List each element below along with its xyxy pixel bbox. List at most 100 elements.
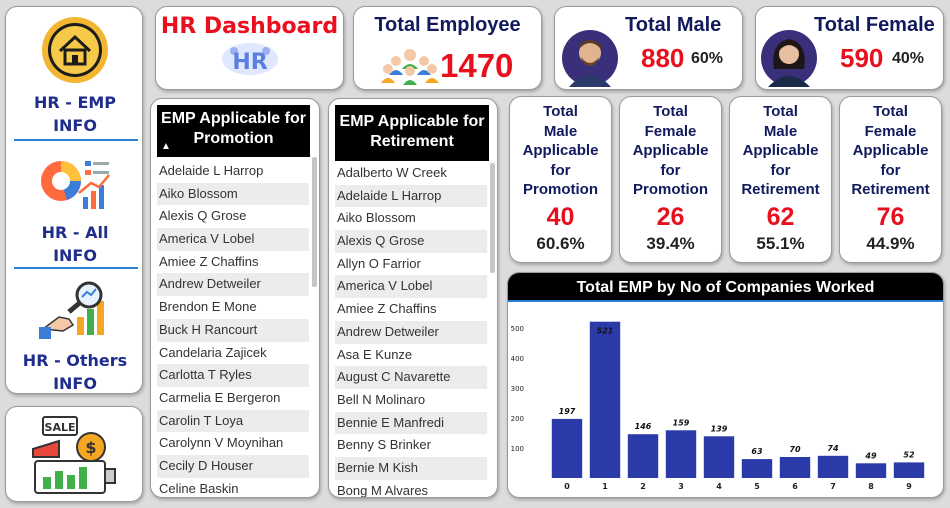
list-item[interactable]: Adelaide L Harrop xyxy=(159,163,264,178)
list-item[interactable]: Bell N Molinaro xyxy=(337,391,426,407)
y-tick-label: 400 xyxy=(511,355,524,363)
list-item[interactable]: Aiko Blossom xyxy=(337,210,416,226)
data-label: 146 xyxy=(635,422,652,431)
scrollbar[interactable] xyxy=(490,163,495,273)
list-item[interactable]: Amiee Z Chaffins xyxy=(337,301,437,317)
kpi-total-employee: Total Employee 1470 xyxy=(353,6,542,90)
list-item[interactable]: Celine Baskin xyxy=(159,480,239,496)
stat-label-line: Female xyxy=(864,122,917,140)
kpi-percentage: 40% xyxy=(892,50,925,67)
stat-label-line: Retirement xyxy=(851,181,930,198)
y-tick-label: 100 xyxy=(511,445,524,453)
sale-icon: SALE $ xyxy=(32,416,116,494)
stat-value: 76 xyxy=(876,203,905,231)
data-label: 52 xyxy=(903,450,915,459)
retirement-list-header[interactable]: EMP Applicable for Retirement xyxy=(335,105,489,161)
stat-label-line: for xyxy=(770,161,791,179)
list-item[interactable]: Carlotta T Ryles xyxy=(157,364,309,387)
scrollbar[interactable] xyxy=(312,157,317,287)
hr-logo-text: HR xyxy=(232,50,267,75)
nav-item-label: INFO xyxy=(53,116,97,135)
bar-chart: 100 200 300 400 500 197 0 521 1 146 2 159 3 139 4 63 5 70… xyxy=(511,321,925,491)
stat-label: Total Female Applicable for Retirement xyxy=(840,102,941,200)
bar[interactable] xyxy=(855,463,887,478)
y-tick-label: 300 xyxy=(511,385,524,393)
list-item[interactable]: Allyn O Farrior xyxy=(337,255,421,271)
stat-value: 62 xyxy=(766,203,795,231)
nav-panel: HR - EMP INFO HR - All INFO xyxy=(5,6,143,394)
nav-item-hr-all-info[interactable]: HR - All INFO xyxy=(6,153,142,267)
list-item[interactable]: Cecily D Houser xyxy=(157,454,309,478)
nav-item-hr-emp-info[interactable]: HR - EMP INFO xyxy=(6,15,142,137)
sort-ascending-icon[interactable]: ▲ xyxy=(161,141,171,152)
list-item[interactable]: America V Lobel xyxy=(335,275,487,299)
x-tick-label: 2 xyxy=(640,482,646,491)
nav-item-label: INFO xyxy=(53,246,97,265)
stat-label-line: for xyxy=(660,161,681,179)
list-item[interactable]: Candelaria Zajicek xyxy=(159,344,267,360)
list-item[interactable]: August C Navarette xyxy=(335,366,487,389)
bar[interactable] xyxy=(817,455,849,478)
list-item[interactable]: Carmelia E Bergeron xyxy=(159,389,281,405)
nav-item-hr-others-info[interactable]: HR - Others INFO xyxy=(6,279,142,393)
stat-percentage: 60.6% xyxy=(536,234,585,253)
list-item[interactable]: Carolin T Loya xyxy=(157,409,309,433)
stat-label-line: for xyxy=(880,161,901,179)
kpi-label: Total Female xyxy=(814,14,935,36)
x-tick-label: 6 xyxy=(792,482,798,491)
list-item[interactable]: Brendon E Mone xyxy=(159,299,257,315)
stat-card: Total Female Applicable for Promotion 26 39.4% xyxy=(619,96,722,263)
bar[interactable] xyxy=(893,462,925,478)
companies-worked-chart: Total EMP by No of Companies Worked 100 2… xyxy=(507,272,944,498)
stat-label: Total Female Applicable for Promotion xyxy=(620,102,721,200)
list-item[interactable]: Buck H Rancourt xyxy=(157,318,309,342)
stat-value: 40 xyxy=(546,203,575,231)
list-item[interactable]: Andrew Detweiler xyxy=(157,273,309,297)
list-item[interactable]: Bong M Alvares xyxy=(337,482,429,498)
stat-label-line: Promotion xyxy=(633,181,708,198)
list-item[interactable]: Benny S Brinker xyxy=(337,437,431,453)
stat-percentage: 55.1% xyxy=(756,234,805,253)
list-item[interactable]: Adelaide L Harrop xyxy=(335,184,487,208)
list-item[interactable]: Andrew Detweiler xyxy=(335,320,487,344)
list-item[interactable]: Adalberto W Creek xyxy=(337,165,447,180)
list-item[interactable]: Carolynn V Moynihan xyxy=(159,435,284,451)
bar[interactable] xyxy=(665,430,697,478)
kpi-total-male: Total Male 880 60% xyxy=(554,6,743,90)
data-label: 49 xyxy=(864,451,877,460)
sale-text: SALE xyxy=(45,421,76,434)
retirement-list: Adalberto W Creek Adelaide L Harrop Aiko B… xyxy=(335,162,487,498)
stat-label-line: Female xyxy=(644,122,697,140)
list-item[interactable]: Alexis Q Grose xyxy=(159,208,247,224)
bar[interactable] xyxy=(551,418,583,478)
list-item[interactable]: Alexis Q Grose xyxy=(335,230,487,253)
bar[interactable] xyxy=(741,459,773,478)
kpi-label: Total Male xyxy=(625,14,722,36)
list-item[interactable]: Aiko Blossom xyxy=(157,182,309,206)
x-tick-label: 7 xyxy=(830,482,836,491)
list-item[interactable]: Bennie E Manfredi xyxy=(335,411,487,435)
list-item[interactable]: Bernie M Kish xyxy=(335,456,487,480)
stat-label: Total Male Applicable for Promotion xyxy=(510,102,611,200)
list-item[interactable]: Amiee Z Chaffins xyxy=(159,253,259,269)
male-avatar xyxy=(562,30,618,87)
kpi-value: 880 xyxy=(641,43,685,73)
y-tick-label: 200 xyxy=(511,415,524,423)
bar[interactable] xyxy=(703,436,735,478)
nav-item-label: HR - All xyxy=(41,223,109,242)
list-item[interactable]: America V Lobel xyxy=(157,228,309,251)
promotion-list-header[interactable]: EMP Applicable for Promotion ▲ xyxy=(157,105,310,157)
stat-label-line: Applicable xyxy=(742,142,819,159)
svg-text:$: $ xyxy=(85,438,96,457)
stat-label-line: Male xyxy=(763,122,798,140)
bar[interactable] xyxy=(779,457,811,478)
stat-label-line: Total xyxy=(543,103,578,120)
kpi-percentage: 60% xyxy=(691,50,724,67)
stat-label: Total Male Applicable for Retirement xyxy=(730,102,831,200)
sale-panel[interactable]: SALE $ xyxy=(5,406,143,502)
list-header-line: EMP Applicable for xyxy=(161,110,306,127)
bar[interactable] xyxy=(589,321,621,478)
bar[interactable] xyxy=(627,434,659,478)
nav-item-label: HR - EMP xyxy=(33,93,117,112)
list-item[interactable]: Asa E Kunze xyxy=(337,346,413,362)
